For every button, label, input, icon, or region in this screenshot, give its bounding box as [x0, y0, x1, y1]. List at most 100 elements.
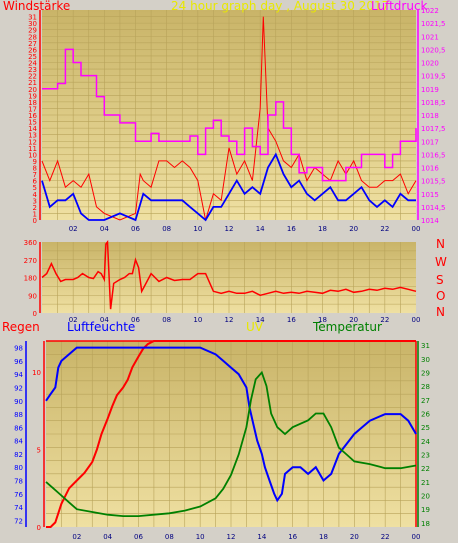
wind-tick-label: 7 [33, 171, 37, 179]
wind-tick-label: 31 [28, 14, 37, 22]
temp-tick-label: 19 [421, 506, 430, 514]
x-tick-label: 22 [380, 225, 389, 233]
wind-tick-label: 11 [28, 145, 37, 153]
uv-title: UV [246, 320, 263, 334]
x-tick-label: 10 [196, 533, 205, 541]
x-tick-label: 06 [134, 533, 143, 541]
humidity-tick-label: 76 [14, 491, 23, 499]
temp-tick-label: 30 [421, 356, 430, 364]
dir-tick-label: 90 [28, 292, 37, 300]
compass-s: S [436, 273, 444, 287]
pressure-tick-label: 1019,5 [421, 73, 446, 81]
humidity-tick-label: 96 [14, 358, 23, 366]
wind-tick-label: 1 [33, 210, 37, 218]
regen-title: Regen [2, 320, 40, 334]
rain-tick-label: 10 [32, 369, 41, 377]
wind-tick-label: 20 [28, 86, 37, 94]
x-tick-label: 20 [349, 225, 358, 233]
rain-tick-label: 0 [37, 524, 41, 532]
x-tick-label: 10 [193, 316, 202, 324]
x-tick-label: 18 [319, 533, 328, 541]
x-tick-label: 20 [350, 533, 359, 541]
humidity-tick-label: 94 [14, 371, 23, 379]
wind-tick-label: 18 [28, 99, 37, 107]
humidity-tick-label: 92 [14, 385, 23, 393]
wind-tick-label: 22 [28, 73, 37, 81]
x-tick-label: 02 [72, 533, 81, 541]
x-tick-label: 08 [162, 316, 171, 324]
wind-tick-label: 9 [33, 158, 37, 166]
x-tick-label: 00 [412, 225, 421, 233]
compass-n-top: N [436, 237, 445, 251]
wind-tick-label: 4 [33, 191, 38, 199]
dir-tick-label: 180 [24, 275, 37, 283]
compass-w: W [435, 255, 447, 269]
temperature-series [45, 370, 417, 517]
wind-tick-label: 12 [28, 138, 37, 146]
wind-tick-label: 24 [28, 60, 37, 68]
humidity-tick-label: 88 [14, 411, 23, 419]
pressure-tick-label: 1021,5 [421, 20, 446, 28]
wind-tick-label: 19 [28, 92, 37, 100]
temp-tick-label: 24 [421, 438, 430, 446]
wind-tick-label: 29 [28, 27, 37, 35]
x-tick-label: 12 [227, 533, 236, 541]
direction-series [41, 239, 417, 310]
wind-tick-label: 10 [28, 151, 37, 159]
wind-tick-label: 23 [28, 66, 37, 74]
wind-tick-label: 17 [28, 105, 37, 113]
temp-tick-label: 18 [421, 520, 430, 528]
humidity-tick-label: 74 [14, 504, 23, 512]
x-tick-label: 10 [193, 225, 202, 233]
x-tick-label: 04 [100, 316, 109, 324]
humidity-tick-label: 90 [14, 398, 23, 406]
rain-tick-label: 5 [37, 447, 41, 455]
gust-series [41, 16, 417, 221]
pressure-tick-label: 1020 [421, 60, 439, 68]
luftfeuchte-title: Luftfeuchte [67, 320, 136, 334]
dir-tick-label: 0 [33, 310, 37, 318]
pressure-tick-label: 1017 [421, 138, 439, 146]
compass-n-bottom: N [436, 305, 445, 319]
humidity-tick-label: 84 [14, 438, 23, 446]
pressure-tick-label: 1016 [421, 165, 439, 173]
x-tick-label: 14 [256, 225, 265, 233]
compass-o: O [436, 289, 446, 303]
pressure-tick-label: 1021 [421, 33, 439, 41]
temp-tick-label: 23 [421, 452, 430, 460]
temp-tick-label: 26 [421, 410, 430, 418]
wind-tick-label: 28 [28, 33, 37, 41]
x-tick-label: 22 [381, 533, 390, 541]
graph-title: 24 hour graph day , August 30 2017 [171, 0, 390, 13]
humidity-tick-label: 82 [14, 451, 23, 459]
wind-tick-label: 13 [28, 132, 37, 140]
wind-tick-label: 25 [28, 53, 37, 61]
pressure-tick-label: 1015 [421, 191, 439, 199]
x-tick-label: 00 [412, 316, 421, 324]
wind-tick-label: 0 [33, 217, 37, 225]
x-tick-label: 12 [225, 225, 234, 233]
temp-tick-label: 31 [421, 342, 430, 350]
x-tick-label: 02 [69, 225, 78, 233]
wind-tick-label: 14 [28, 125, 37, 133]
humidity-series [45, 346, 417, 503]
temp-tick-label: 20 [421, 493, 430, 501]
wind-tick-label: 5 [33, 184, 37, 192]
pressure-tick-label: 1014,5 [421, 204, 446, 212]
wind-tick-label: 26 [28, 46, 37, 54]
x-tick-label: 08 [165, 533, 174, 541]
wind-tick-label: 8 [33, 165, 37, 173]
pressure-tick-label: 1016,5 [421, 151, 446, 159]
dir-tick-label: 360 [24, 239, 37, 247]
x-tick-label: 02 [69, 316, 78, 324]
humidity-tick-label: 80 [14, 464, 23, 472]
wind-tick-label: 30 [28, 20, 37, 28]
wind-tick-label: 6 [33, 178, 38, 186]
pressure-tick-label: 1022 [421, 7, 439, 15]
temp-tick-label: 29 [421, 369, 430, 377]
x-tick-label: 22 [380, 316, 389, 324]
x-tick-label: 04 [100, 225, 109, 233]
pressure-tick-label: 1019 [421, 86, 439, 94]
x-tick-label: 16 [288, 533, 297, 541]
luftdruck-title: Luftdruck [371, 0, 428, 13]
